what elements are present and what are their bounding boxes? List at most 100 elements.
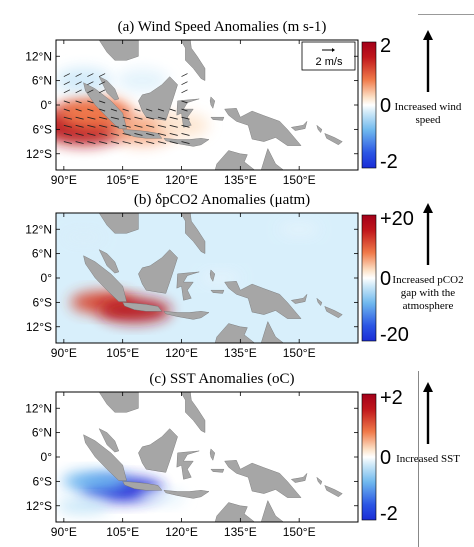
map-area (56, 392, 358, 522)
wind-vector (110, 141, 120, 144)
vector-key-arrowhead (332, 48, 335, 52)
panel-sst: (c) SST Anomalies (oC) 12°N 6°N 0° 6°S 12°S 90… (25, 371, 460, 539)
wind-vector (134, 141, 143, 144)
wind-vector (75, 100, 82, 104)
lon-tick-label: 150°E (283, 525, 316, 539)
colorbar-tick-label: +20 (380, 208, 414, 230)
lon-tick-label: 135°E (224, 346, 257, 360)
wind-vector (99, 108, 106, 112)
wind-vector (75, 133, 84, 136)
top-rule (418, 14, 474, 15)
lon-tick-label: 120°E (165, 346, 198, 360)
wind-vector (122, 108, 129, 112)
wind-vector (169, 124, 178, 128)
lon-tick-label: 105°E (106, 346, 139, 360)
increase-arrowhead (423, 30, 433, 40)
colorbar-tick-label: -20 (380, 324, 409, 346)
anomaly-blob (61, 229, 106, 246)
lat-tick-label: 12°N (25, 222, 52, 236)
colorbar-tick-label: -2 (380, 503, 398, 525)
colorbar-tick-label: 0 (380, 268, 391, 290)
land-mass (71, 392, 343, 522)
annotation-text: atmosphere (403, 300, 454, 312)
wind-vector (63, 141, 72, 144)
annotation-text: gap with the (401, 287, 455, 299)
lat-tick-label: 0° (41, 271, 53, 285)
annotation-text: Increased SST (396, 453, 460, 465)
wind-vector (75, 73, 82, 77)
lat-tick-label: 12°N (25, 401, 52, 415)
panel-title: (c) SST Anomalies (oC) (149, 371, 294, 387)
vector-key-label: 2 m/s (316, 56, 343, 68)
wind-vector (110, 124, 120, 128)
wind-vector (87, 89, 94, 94)
wind-vector (98, 81, 106, 86)
wind-vector (110, 133, 120, 136)
lat-tick-label: 0° (41, 450, 53, 464)
wind-vector (181, 124, 190, 128)
lon-tick-label: 120°E (165, 173, 198, 187)
wind-vector (110, 108, 118, 112)
annotation-text: Increased pCO2 (392, 274, 463, 286)
anomaly-blob (278, 221, 320, 237)
land-mass (71, 40, 343, 170)
wind-vector (181, 89, 188, 94)
wind-vector (99, 133, 108, 136)
wind-vector (98, 73, 106, 77)
lon-tick-label: 90°E (51, 346, 77, 360)
wind-vector (99, 124, 108, 128)
wind-vector (87, 100, 94, 104)
colorbar-tick-label: 2 (380, 35, 391, 57)
wind-vector (87, 124, 96, 128)
lat-tick-label: 6°N (32, 74, 52, 88)
wind-vector (146, 141, 155, 144)
lon-tick-label: 90°E (51, 525, 77, 539)
colorbar-tick-label: 0 (380, 95, 391, 117)
land-mass (71, 213, 343, 343)
wind-vector (181, 133, 190, 136)
wind-vector (169, 133, 178, 136)
wind-vector (181, 73, 188, 77)
anomaly-blob (56, 497, 110, 514)
lon-tick-label: 150°E (283, 173, 316, 187)
lat-tick-label: 12°S (26, 320, 52, 334)
wind-vector (134, 133, 143, 136)
panel-wind: (a) Wind Speed Anomalies (m s-1) 2 m/s 12°… (25, 19, 462, 187)
panel-title: (a) Wind Speed Anomalies (m s-1) (118, 19, 327, 35)
wind-vector (63, 100, 70, 104)
colorbar (361, 41, 377, 169)
wind-vector (146, 124, 155, 128)
wind-vector (75, 116, 84, 120)
lon-tick-label: 105°E (106, 173, 139, 187)
wind-vector (169, 141, 178, 144)
wind-vector (122, 116, 131, 120)
wind-vector (87, 133, 96, 136)
anomaly-blob (56, 67, 112, 94)
anomaly-blob (116, 68, 169, 93)
lat-tick-label: 6°S (33, 474, 52, 488)
wind-vector (169, 116, 178, 120)
wind-vector (98, 89, 106, 94)
wind-vector (181, 141, 190, 144)
colorbar (361, 393, 377, 521)
lat-tick-label: 6°S (33, 295, 52, 309)
anomaly-blob (98, 298, 171, 323)
wind-vector (146, 133, 155, 136)
panel-title: (b) δpCO2 Anomalies (μatm) (134, 192, 310, 208)
lat-tick-label: 6°S (33, 122, 52, 136)
wind-vector (181, 116, 190, 120)
wind-vector (157, 133, 167, 136)
wind-vector (157, 116, 167, 120)
wind-vector (157, 141, 167, 144)
map-area (56, 213, 358, 343)
annotation-text: speed (415, 114, 441, 126)
annotation-text: Increased wind (395, 101, 462, 113)
wind-vector (63, 81, 71, 86)
colorbar-tick-label: -2 (380, 151, 398, 173)
lat-tick-label: 0° (41, 98, 53, 112)
wind-vector (63, 116, 72, 120)
wind-vector (87, 73, 94, 77)
wind-vector (75, 108, 82, 112)
wind-vector (87, 81, 94, 86)
